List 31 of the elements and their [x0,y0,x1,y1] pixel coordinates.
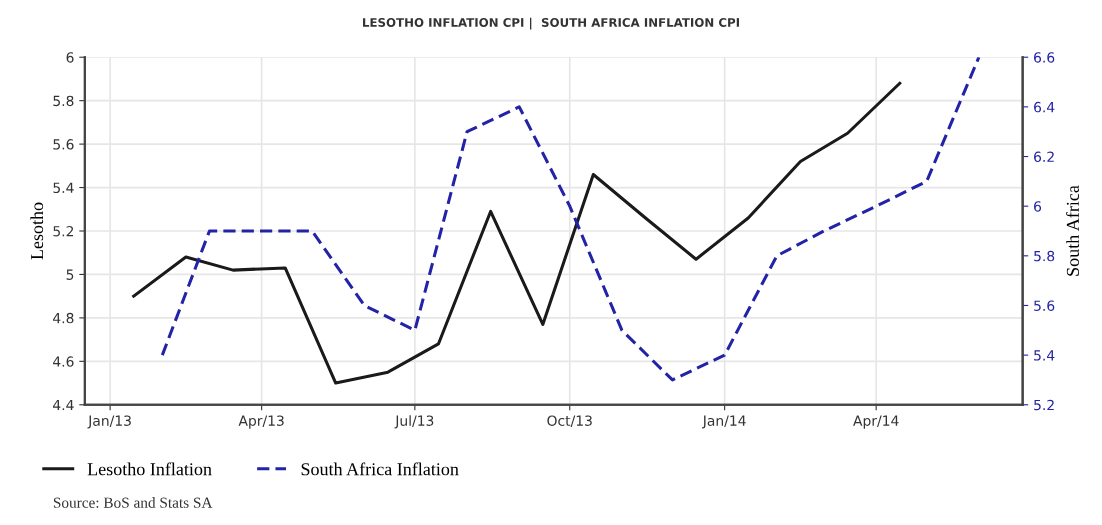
y2-tick-label: 6 [1034,201,1042,212]
y-tick-label: 5.6 [53,139,74,150]
y2-tick-label: 6.2 [1034,151,1054,162]
y-tick-label: 6 [66,52,74,63]
line-series [160,57,981,382]
y2-tick-label: 5.8 [1034,250,1055,262]
chart-title: LESOTHO INFLATION CPI | SOUTH AFRICA INFLATION CPI [363,17,739,30]
x-tick-label: Apr/13 [238,415,284,429]
x-tick-label: Oct/13 [547,415,592,428]
y-tick-label: 5.8 [53,95,74,107]
y-tick-label: 5 [66,269,74,280]
y-tick-label: 4.6 [53,356,74,367]
x-tick-label: Jan/13 [87,415,131,429]
legend-label: South Africa Inflation [301,462,459,476]
y2-axis-title: South Africa [1066,185,1079,276]
y2-tick-label: 6.6 [1034,52,1055,63]
y-axis-title: Lesotho [30,202,44,260]
x-tick-label: Jul/13 [394,415,434,429]
source-note: Source: BoS and Stats SA [53,497,213,508]
y-tick-label: 5.2 [53,225,74,237]
line-series [132,81,902,385]
y-tick-label: 4.4 [53,399,74,411]
y2-tick-label: 5.6 [1034,300,1055,311]
legend-label: Lesotho Inflation [87,462,212,476]
y-tick-label: 5.4 [53,182,74,194]
x-tick-label: Jan/14 [702,415,746,429]
y2-tick-label: 5.4 [1034,350,1055,361]
y-tick-label: 4.8 [53,312,74,324]
x-tick-label: Apr/14 [853,415,899,429]
y2-tick-label: 5.2 [1034,399,1054,411]
y2-tick-label: 6.4 [1034,101,1055,113]
